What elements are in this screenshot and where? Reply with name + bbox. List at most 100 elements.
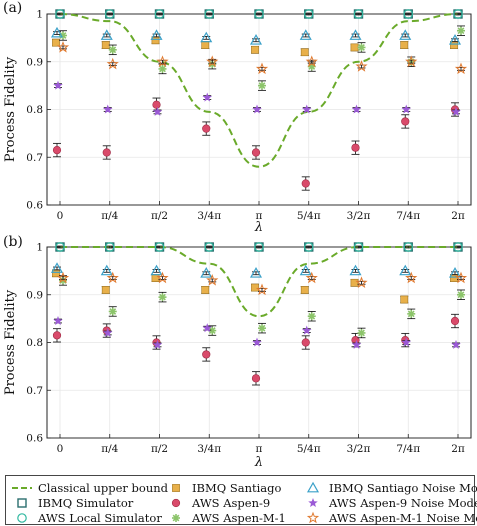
data-point	[448, 267, 462, 278]
error-bar	[205, 12, 214, 16]
data-point	[106, 57, 119, 70]
data-point	[401, 337, 412, 347]
error-bar	[304, 12, 313, 16]
data-point	[201, 286, 210, 294]
legend-item-ibmq-santiago: IBMQ Santiago	[172, 481, 282, 495]
y-tick-label: 1	[36, 9, 43, 21]
data-point	[258, 81, 266, 90]
data-point	[451, 106, 461, 116]
legend-item-aws-local-simulator: AWS Local Simulator	[17, 511, 162, 525]
error-bar	[155, 245, 164, 249]
data-point	[251, 283, 259, 292]
data-point	[403, 242, 414, 252]
legend-item-classical-upper-bound: Classical upper bound	[12, 481, 169, 495]
x-tick-label: 2π	[451, 210, 465, 222]
panel-label: (a)	[3, 0, 22, 16]
data-point	[303, 9, 314, 19]
y-tick-label: 0.8	[26, 337, 43, 349]
data-point	[353, 242, 364, 252]
data-point	[150, 29, 163, 40]
series-aws-local-simulator	[55, 9, 463, 19]
data-point	[299, 264, 312, 276]
error-bar	[354, 245, 363, 249]
x-tick-label: 3/4π	[197, 443, 221, 455]
y-tick-label: 0.8	[26, 104, 43, 116]
data-point	[252, 337, 262, 347]
y-tick-label: 0.7	[26, 152, 43, 164]
data-point	[154, 242, 165, 252]
x-tick-label: π	[256, 210, 263, 222]
legend-swatch	[306, 511, 320, 524]
legend: Classical upper bound IBMQ Santiago IBMQ S…	[5, 475, 477, 525]
data-point	[208, 326, 217, 335]
data-point	[52, 331, 62, 340]
x-tick-label: 5/4π	[297, 210, 321, 222]
data-point	[399, 264, 412, 276]
data-point	[53, 316, 63, 326]
x-tick-label: 5/4π	[297, 443, 321, 455]
data-point	[100, 29, 113, 40]
data-point	[407, 309, 416, 318]
legend-item-ibmq-santiago-noise-model: IBMQ Santiago Noise Model	[306, 481, 477, 495]
data-point	[158, 64, 167, 73]
legend-swatch	[172, 514, 180, 522]
series-ibmq-santiago	[52, 269, 458, 304]
y-tick-label: 0.9	[26, 289, 43, 301]
error-bar	[404, 245, 413, 249]
data-point	[206, 55, 219, 67]
x-tick-label: 3/2π	[347, 210, 371, 222]
error-bar	[56, 245, 64, 249]
panel-label: (b)	[3, 234, 23, 250]
x-tick-label: 3/4π	[197, 210, 221, 222]
data-point	[349, 264, 362, 276]
data-point	[307, 312, 316, 321]
y-tick-label: 0.9	[26, 56, 43, 68]
data-point	[351, 143, 360, 152]
data-point	[50, 262, 64, 273]
legend-swatch	[17, 498, 27, 508]
data-point	[454, 271, 468, 284]
data-point	[100, 264, 113, 276]
data-point	[255, 283, 269, 296]
data-point	[56, 40, 70, 53]
data-point	[405, 271, 418, 284]
x-tick-label: 7/4π	[396, 210, 420, 222]
legend-label: AWS Aspen-M-1 Noise Model	[328, 511, 477, 525]
legend-box	[5, 475, 475, 525]
y-tick-label: 0.6	[26, 200, 43, 212]
x-tick-label: π/2	[151, 210, 168, 222]
data-point	[154, 9, 165, 19]
data-point	[300, 48, 309, 57]
x-tick-label: 2π	[451, 443, 465, 455]
data-point	[349, 29, 362, 40]
data-point	[55, 242, 65, 252]
data-point	[152, 339, 163, 349]
data-point	[254, 242, 264, 252]
data-point	[405, 55, 418, 67]
series-line-classical-upper-bound	[59, 13, 459, 168]
legend-label: AWS Aspen-M-1	[191, 511, 286, 525]
data-point	[249, 267, 263, 278]
data-point	[156, 271, 169, 284]
legend-item-aws-aspen-m-1: AWS Aspen-M-1	[172, 511, 286, 525]
data-point	[108, 45, 117, 54]
data-point	[303, 242, 314, 252]
data-point	[206, 273, 219, 286]
error-bar	[404, 12, 413, 16]
series-aws-aspen-m-1-noise-model	[56, 271, 468, 296]
x-tick-label: π/2	[151, 443, 168, 455]
data-point	[454, 62, 468, 75]
series-ibmq-santiago-noise-model	[50, 26, 462, 45]
data-point	[355, 276, 368, 289]
legend-swatch	[171, 498, 181, 508]
error-bar	[105, 12, 114, 16]
y-axis-label: Process Fidelity	[3, 289, 18, 395]
legend-swatch	[306, 481, 320, 493]
legend-label: IBMQ Santiago Noise Model	[329, 481, 477, 495]
data-point	[350, 278, 359, 287]
x-tick-label: 3/2π	[347, 443, 371, 455]
data-point	[204, 9, 215, 19]
data-point	[204, 242, 215, 252]
error-bar	[454, 245, 462, 249]
